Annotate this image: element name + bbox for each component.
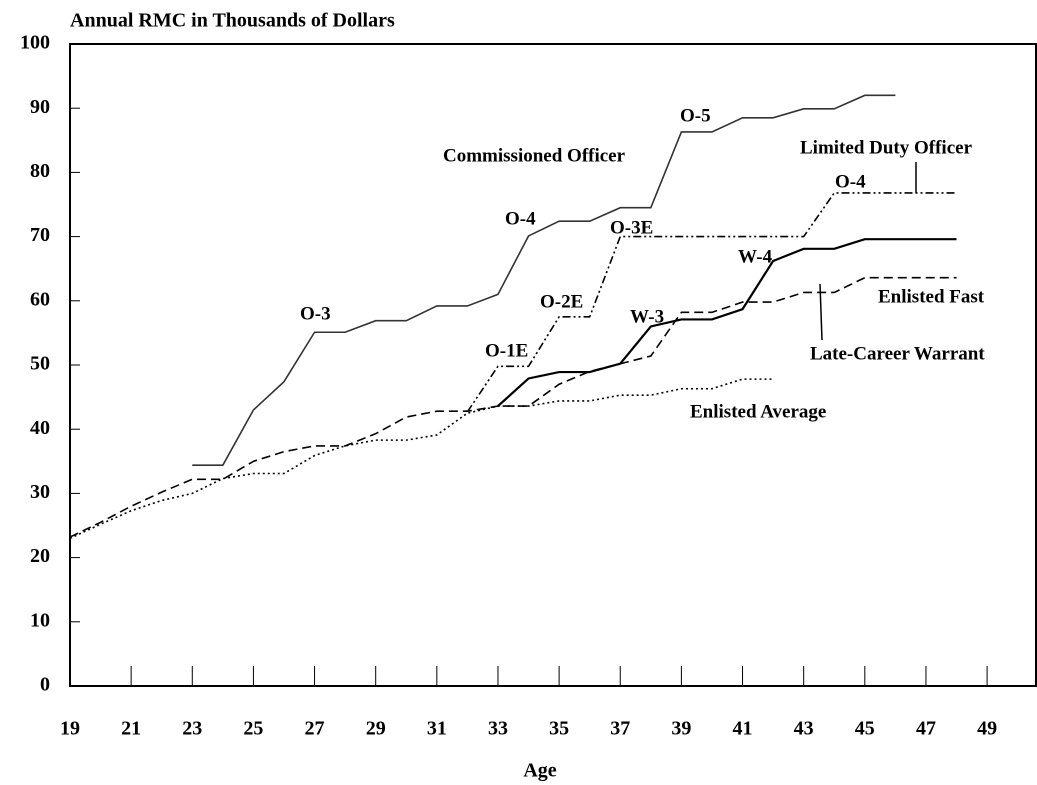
y-tick-label: 30: [30, 481, 50, 503]
series-label: Enlisted Fast: [878, 286, 985, 307]
x-axis-label: Age: [523, 760, 556, 782]
annotation: O-2E: [540, 291, 583, 312]
x-tick-label: 37: [610, 718, 630, 740]
chart-title: Annual RMC in Thousands of Dollars: [70, 10, 395, 32]
x-tick-label: 39: [671, 718, 691, 740]
annotation: O-4: [835, 171, 866, 192]
x-tick-label: 21: [121, 718, 141, 740]
x-tick-label: 41: [733, 718, 753, 740]
y-tick-label: 60: [30, 288, 50, 310]
annotation: O-1E: [485, 340, 528, 361]
annotation: O-4: [505, 208, 536, 229]
series-line: [69, 378, 774, 540]
y-tick-label: 90: [30, 96, 50, 118]
annotation: O-5: [680, 105, 711, 126]
x-tick-label: 43: [794, 718, 814, 740]
x-tick-label: 31: [427, 718, 447, 740]
x-tick-label: 47: [916, 718, 936, 740]
y-tick-label: 70: [30, 224, 50, 246]
annotation: W-4: [738, 246, 773, 267]
x-tick-label: 27: [305, 718, 325, 740]
y-tick-label: 50: [30, 353, 50, 375]
x-tick-label: 49: [977, 718, 997, 740]
x-tick-label: 19: [60, 718, 80, 740]
annotation: W-3: [630, 306, 664, 327]
x-tick-label: 29: [366, 718, 386, 740]
y-tick-label: 40: [30, 417, 50, 439]
x-tick-label: 25: [243, 718, 263, 740]
series-line: [497, 238, 957, 407]
series-label: Limited Duty Officer: [800, 137, 973, 158]
series-line: [192, 94, 896, 466]
y-tick-label: 80: [30, 160, 50, 182]
x-tick-label: 45: [855, 718, 875, 740]
y-tick-label: 20: [30, 545, 50, 567]
x-tick-label: 23: [182, 718, 202, 740]
annotation: O-3E: [610, 217, 653, 238]
annotation: O-3: [300, 303, 331, 324]
series-label: Late-Career Warrant: [810, 343, 985, 364]
x-tick-label: 35: [549, 718, 569, 740]
series-line: [466, 192, 957, 413]
pointer-line: [819, 283, 823, 341]
y-tick-label: 0: [40, 674, 50, 696]
y-tick-label: 10: [30, 609, 50, 631]
y-tick-label: 100: [20, 32, 50, 54]
x-tick-label: 33: [488, 718, 508, 740]
series-label: Commissioned Officer: [443, 145, 626, 166]
series-label: Enlisted Average: [690, 401, 826, 422]
